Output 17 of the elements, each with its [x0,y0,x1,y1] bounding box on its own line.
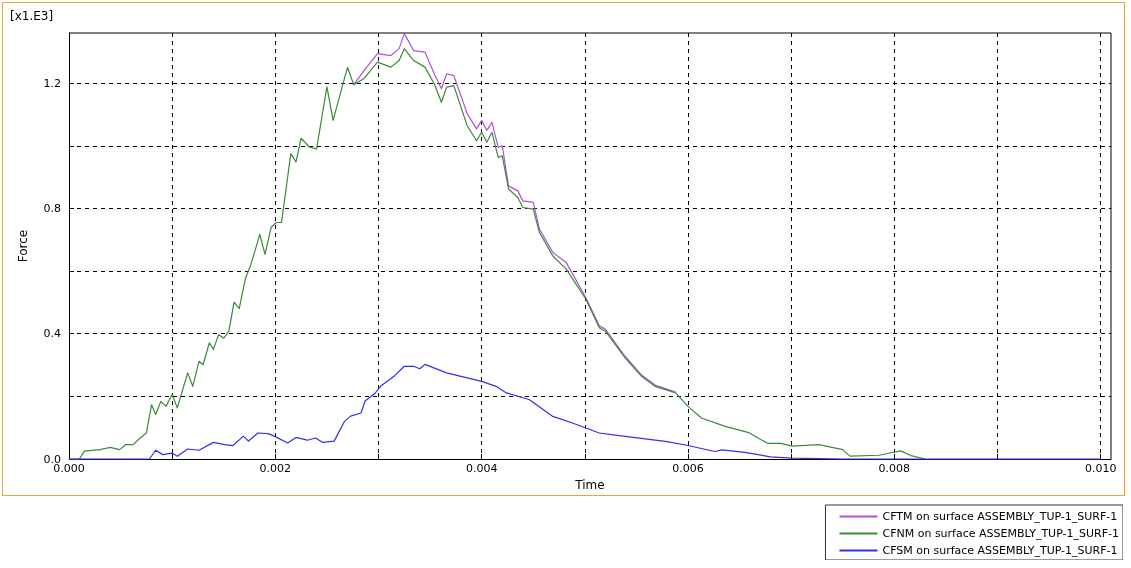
y-tick-label: 1.2 [43,76,61,90]
y-tick-label: 0.8 [43,201,61,215]
x-tick-label: 0.010 [1084,462,1117,475]
y-tick-label: 0.4 [43,327,61,341]
x-tick-label: 0.008 [878,462,911,475]
line-series [353,33,677,393]
x-tick-label: 0.004 [465,462,498,475]
text: [x1.E3] [10,9,54,23]
legend-label: CFNM on surface ASSEMBLY_TUP-1_SURF-1 [882,527,1120,540]
x-tick-label: 0.000 [53,462,85,475]
y-axis-title: Force [16,229,30,263]
x-axis-title: Time [574,478,605,492]
x-tick-label: 0.006 [672,462,704,475]
x-tick-label: 0.002 [259,462,292,475]
legend-label: CFTM on surface ASSEMBLY_TUP-1_SURF-1 [882,510,1118,523]
line-series [68,363,1102,460]
legend-label: CFSM on surface ASSEMBLY_TUP-1_SURF-1 [882,544,1118,557]
